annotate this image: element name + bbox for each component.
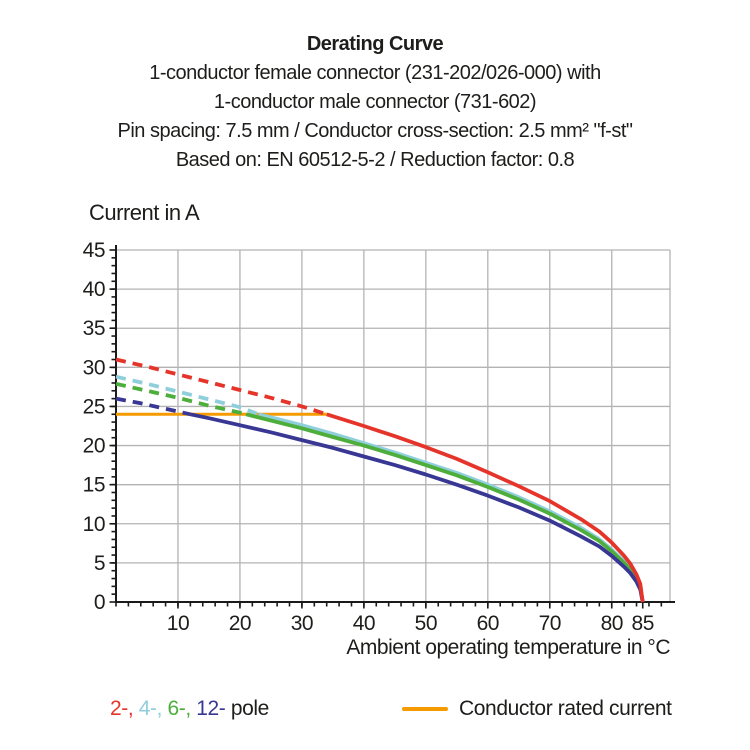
- x-tick-label: 30: [291, 612, 313, 635]
- series-4-pole-dashed: [115, 374, 260, 417]
- x-tick-label: 50: [415, 612, 437, 635]
- series-2-pole-dashed: [115, 357, 328, 417]
- legend-rated-current: Conductor rated current: [402, 697, 672, 721]
- chart-subtitle-line-2: 1-conductor male connector (731-602): [213, 91, 537, 113]
- y-tick-label: 15: [83, 474, 105, 497]
- y-axis-title: Current in A: [89, 200, 200, 225]
- x-tick-labels: 10 20 30 40 50 60 70 80 85: [167, 612, 655, 635]
- x-axis-title: Ambient operating temperature in °C: [346, 636, 670, 659]
- series-12-pole-solid: [190, 412, 645, 603]
- legend-item-6-pole: 6-,: [167, 697, 192, 720]
- series-6-pole-solid: [245, 412, 645, 603]
- chart-header: Derating Curve 1-conductor female connec…: [0, 30, 750, 175]
- y-tick-label: 30: [83, 356, 105, 379]
- legend-item-4-pole: 4-,: [138, 697, 163, 720]
- y-tick-label: 10: [83, 513, 105, 536]
- x-tick-label: 60: [477, 612, 499, 635]
- y-tick-label: 40: [83, 278, 105, 301]
- legend-item-12-pole: 12-: [196, 697, 226, 720]
- x-tick-label: 70: [539, 612, 561, 635]
- legend-item-2-pole: 2-,: [110, 697, 134, 720]
- x-tick-label: 10: [167, 612, 189, 635]
- y-tick-label: 20: [83, 435, 105, 458]
- y-tick-label: 25: [83, 395, 105, 418]
- chart-subtitle-line-3: Pin spacing: 7.5 mm / Conductor cross-se…: [117, 120, 634, 142]
- series-6-pole-dashed: [115, 381, 247, 417]
- x-tick-label: 85: [632, 612, 654, 635]
- x-tick-label: 40: [353, 612, 375, 635]
- gridlines: [116, 249, 671, 602]
- x-tick-label: 20: [229, 612, 251, 635]
- y-tick-labels: 0 5 10 15 20 25 30 35 40 45: [83, 239, 106, 614]
- y-tick-label: 45: [83, 239, 105, 262]
- chart-subtitle-line-1: 1-conductor female connector (231-202/02…: [149, 62, 601, 84]
- axes: [115, 245, 675, 603]
- series-2-pole-solid: [326, 412, 645, 603]
- y-tick-label: 35: [83, 317, 105, 340]
- y-tick-label: 0: [94, 591, 105, 614]
- rated-current-line-swatch: [402, 707, 448, 711]
- chart-title: Derating Curve: [306, 33, 444, 55]
- y-tick-label: 5: [94, 552, 105, 575]
- rated-current-label: Conductor rated current: [459, 697, 672, 720]
- chart-subtitle-line-4: Based on: EN 60512-5-2 / Reduction facto…: [175, 149, 575, 171]
- x-tick-label: 80: [601, 612, 623, 635]
- axis-ticks: [109, 249, 663, 609]
- legend-pole-suffix: pole: [230, 697, 270, 720]
- legend-pole-variants: 2-, 4-, 6-, 12- pole: [110, 697, 269, 721]
- series-12-pole-dashed: [115, 396, 191, 417]
